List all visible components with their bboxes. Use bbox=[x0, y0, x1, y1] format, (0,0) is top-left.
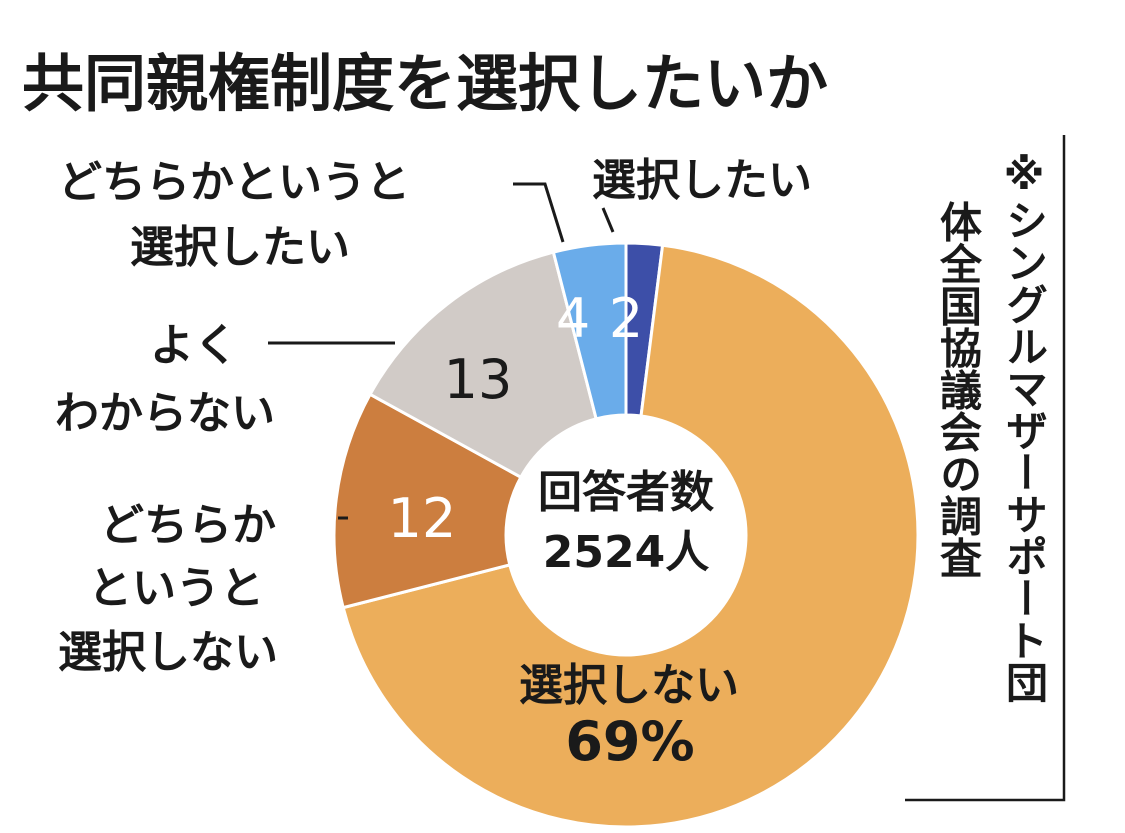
label-somewhat-select-line1: どちらかというと bbox=[58, 157, 410, 208]
value-label-unsure: 13 bbox=[444, 348, 513, 411]
label-unsure: よく わからない bbox=[55, 320, 275, 439]
label-somewhat-not-line3: 選択しない bbox=[58, 627, 278, 678]
label-unsure-line1: よく bbox=[150, 320, 238, 371]
label-somewhat-not-select: どちらか というと 選択しない bbox=[58, 500, 291, 678]
source-note-line2: 体全国協議会の調査 bbox=[934, 200, 983, 578]
leader-line-somewhat-select bbox=[513, 182, 565, 243]
value-label-select: 2 bbox=[609, 287, 643, 350]
leader-lines bbox=[268, 182, 615, 520]
center-label-line2: 2524人 bbox=[543, 527, 709, 578]
leader-line-select bbox=[601, 207, 615, 233]
label-somewhat-select-line2: 選択したい bbox=[130, 222, 350, 273]
note-border bbox=[905, 135, 1066, 802]
label-somewhat-not-line2: というと bbox=[88, 563, 264, 614]
value-label-somewhat-not: 12 bbox=[388, 487, 457, 550]
label-select: 選択したい bbox=[592, 155, 812, 206]
value-label-somewhat-select: 4 bbox=[556, 287, 590, 350]
label-unsure-line2: わからない bbox=[55, 388, 275, 439]
slice-somewhat-select bbox=[551, 241, 628, 421]
source-note: ※シングルマザーサポート団 体全国協議会の調査 bbox=[934, 150, 1049, 718]
slice-not-select bbox=[341, 243, 920, 829]
donut-slices bbox=[332, 241, 920, 829]
label-not-select: 選択しない bbox=[519, 660, 739, 711]
chart-title: 共同親権制度を選択したいか bbox=[22, 47, 828, 120]
label-somewhat-select: どちらかというと 選択したい bbox=[58, 157, 425, 273]
slice-unsure bbox=[368, 250, 598, 480]
value-label-not-select: 69% bbox=[565, 710, 694, 773]
label-somewhat-not-line1: どちらか bbox=[100, 500, 276, 551]
source-note-line1: ※シングルマザーサポート団 bbox=[1000, 150, 1049, 703]
center-label-line1: 回答者数 bbox=[538, 467, 714, 518]
slice-somewhat-not-select bbox=[332, 392, 523, 610]
